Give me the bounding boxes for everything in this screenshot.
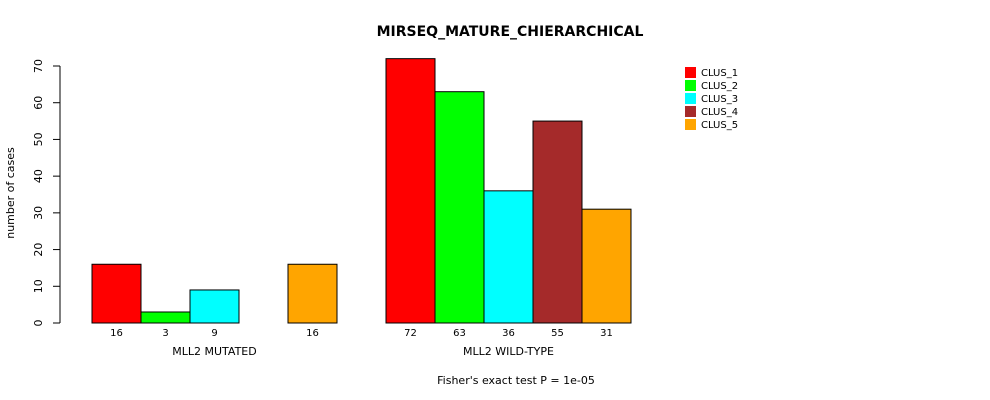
bar-clus-3	[189, 289, 240, 324]
bar-clus-5	[287, 263, 338, 324]
y-tick-label: 20	[32, 243, 45, 257]
bar-value-label: 31	[600, 328, 613, 339]
y-tick-label: 60	[32, 96, 45, 110]
legend-swatch	[685, 93, 696, 104]
y-tick-label: 50	[32, 132, 45, 146]
group-label: MLL2 MUTATED	[172, 345, 256, 358]
bar-clus-3	[483, 190, 534, 324]
legend-swatch	[685, 119, 696, 130]
y-tick-label: 40	[32, 169, 45, 183]
legend-label: CLUS_1	[701, 68, 738, 79]
bar-value-label: 36	[502, 328, 515, 339]
bar-clus-2	[140, 311, 191, 324]
group-labels: MLL2 MUTATED MLL2 WILD-TYPE	[172, 345, 554, 358]
y-tick-label: 70	[32, 59, 45, 73]
bar-clus-4	[532, 120, 583, 324]
legend-swatch	[685, 80, 696, 91]
bar-clus-1	[91, 263, 142, 324]
legend: CLUS_1 CLUS_2 CLUS_3 CLUS_4 CLUS_5	[685, 67, 738, 131]
legend-label: CLUS_2	[701, 81, 738, 92]
legend-label: CLUS_3	[701, 94, 738, 105]
bar-clus-2	[434, 91, 485, 324]
y-tick-label: 0	[32, 320, 45, 327]
y-axis-label: number of cases	[4, 147, 17, 239]
bar-value-label: 55	[551, 328, 564, 339]
y-tick-label: 30	[32, 206, 45, 220]
group-label: MLL2 WILD-TYPE	[463, 345, 554, 358]
bar-value-label: 3	[162, 328, 168, 339]
legend-label: CLUS_5	[701, 120, 738, 131]
bar-value-label: 63	[453, 328, 466, 339]
footnote: Fisher's exact test P = 1e-05	[437, 374, 595, 387]
bars	[91, 58, 632, 324]
y-tick-label: 10	[32, 279, 45, 293]
legend-label: CLUS_4	[701, 107, 738, 118]
chart-title: MIRSEQ_MATURE_CHIERARCHICAL	[377, 24, 644, 40]
bar-clus-5	[581, 208, 632, 324]
y-axis: 0 10 20 30 40 50 60 70	[32, 59, 61, 327]
legend-swatch	[685, 106, 696, 117]
value-labels: 16 3 9 16 72 63 36 55 31	[110, 328, 613, 339]
bar-value-label: 72	[404, 328, 417, 339]
legend-swatch	[685, 67, 696, 78]
bar-value-label: 9	[211, 328, 217, 339]
bar-value-label: 16	[110, 328, 123, 339]
bar-clus-1	[385, 58, 436, 324]
bar-value-label: 16	[306, 328, 319, 339]
